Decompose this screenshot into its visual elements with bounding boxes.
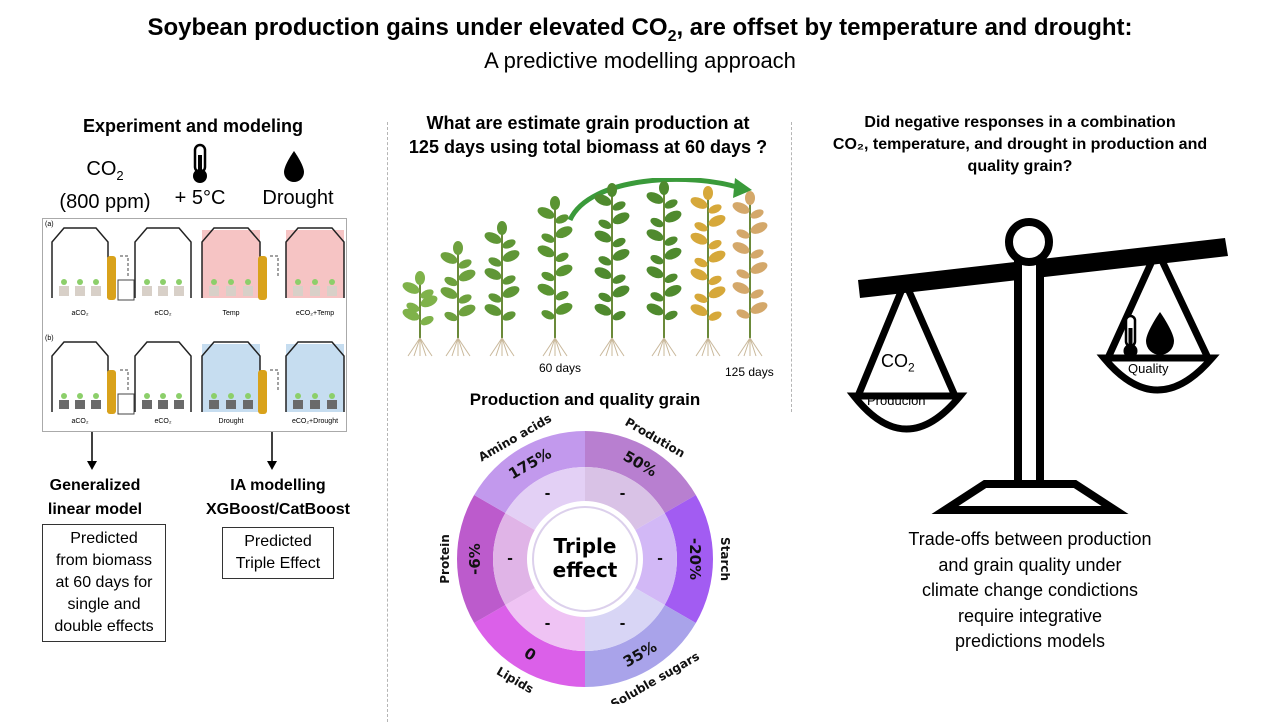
segment-name: Protein xyxy=(440,534,452,584)
donut-outer-segment xyxy=(664,495,713,623)
chamber-label: eCO₂+Drought xyxy=(291,418,339,425)
soybean-plant xyxy=(732,191,768,357)
segment-name: Starch xyxy=(718,537,730,581)
thermometer-icon xyxy=(193,143,207,183)
donut-inner-segment xyxy=(505,588,585,651)
chamber-label: eCO₂ xyxy=(154,310,172,317)
donut-outer-segment xyxy=(585,431,696,513)
inner-mark: - xyxy=(545,486,551,502)
soybean-plant xyxy=(690,186,726,357)
donut-center-line1: Triple xyxy=(554,534,617,558)
temperature-factor: + 5°C xyxy=(174,187,226,209)
segment-value: -20% xyxy=(686,538,704,580)
donut-inner-segment xyxy=(585,467,665,530)
chamber-label: Temp xyxy=(222,310,240,317)
left-pan-label: Producion xyxy=(867,393,926,408)
day-125-label: 125 days xyxy=(725,365,774,379)
inner-mark: - xyxy=(545,616,551,632)
donut-outer-segment xyxy=(585,605,696,687)
soybean-plant xyxy=(594,183,630,357)
ia-heading: IA modelling XGBoost/CatBoost xyxy=(206,477,350,518)
page-subtitle: A predictive modelling approach xyxy=(484,48,796,73)
inner-mark: - xyxy=(620,486,626,502)
chamber-experiment-figure xyxy=(42,218,347,432)
soybean-plant xyxy=(537,196,573,357)
chamber-label: aCO₂ xyxy=(71,310,89,317)
donut-inner-segment xyxy=(505,467,585,530)
water-drop-icon xyxy=(1146,312,1174,355)
donut-outer-segment xyxy=(457,495,506,623)
water-drop-icon xyxy=(284,151,304,182)
inner-mark: - xyxy=(620,616,626,632)
soybean-plant xyxy=(484,221,520,357)
chamber-label: aCO₂ xyxy=(71,418,89,425)
divider-left xyxy=(387,122,388,722)
soybean-growth-illustration xyxy=(402,178,768,357)
experiment-heading: Experiment and modeling xyxy=(82,116,304,136)
page-title: Soybean production gains under elevated … xyxy=(147,14,1133,45)
glm-result-box: Predicted from biomass at 60 days for singl… xyxy=(42,524,166,642)
segment-value: -6% xyxy=(466,543,484,575)
right-pan-label: Quality xyxy=(1128,361,1169,376)
triple-effect-donut: 50%Prodution--20% Starch-35%Soluble sugar… xyxy=(440,414,730,704)
middle-question: What are estimate grain production at 125… xyxy=(408,113,768,157)
panel-b-tag: (b) xyxy=(45,335,54,342)
inner-mark: - xyxy=(507,551,513,567)
chamber-label: eCO₂+Temp xyxy=(295,310,335,317)
glm-heading: Generalized linear model xyxy=(47,477,143,518)
thermometer-icon xyxy=(1123,314,1138,358)
chamber-row-a xyxy=(51,227,345,301)
production-quality-heading: Production and quality grain xyxy=(469,390,701,409)
day-60-label: 60 days xyxy=(539,361,582,375)
left-pan-co2: CO2 xyxy=(881,351,915,375)
soybean-plant xyxy=(440,241,476,357)
chamber-label: Drought xyxy=(218,418,244,425)
right-question: Did negative responses in a combination C… xyxy=(832,114,1208,175)
ia-result-box: Predicted Triple Effect xyxy=(222,527,334,579)
divider-right xyxy=(791,122,792,412)
panel-a-tag: (a) xyxy=(45,221,54,228)
conclusion-text: Trade-offs between production and grain q… xyxy=(908,529,1152,651)
drought-factor: Drought xyxy=(262,187,334,209)
arrow-down-icon xyxy=(267,432,277,470)
donut-inner-segment xyxy=(493,513,535,605)
donut-outer-segment xyxy=(474,605,585,687)
co2-factor: CO2 (800 ppm) xyxy=(59,158,151,213)
soybean-plant xyxy=(646,181,682,357)
arrow-down-icon xyxy=(87,432,97,470)
balance-scale-illustration xyxy=(846,218,1228,514)
donut-inner-segment xyxy=(585,588,665,651)
donut-outer-segment xyxy=(474,431,585,513)
donut-center-line2: effect xyxy=(553,558,618,582)
chamber-row-b xyxy=(51,341,345,415)
donut-inner-segment xyxy=(635,513,677,605)
chamber-label: eCO₂ xyxy=(154,418,172,425)
inner-mark: - xyxy=(657,551,663,567)
soybean-plant xyxy=(402,271,438,357)
